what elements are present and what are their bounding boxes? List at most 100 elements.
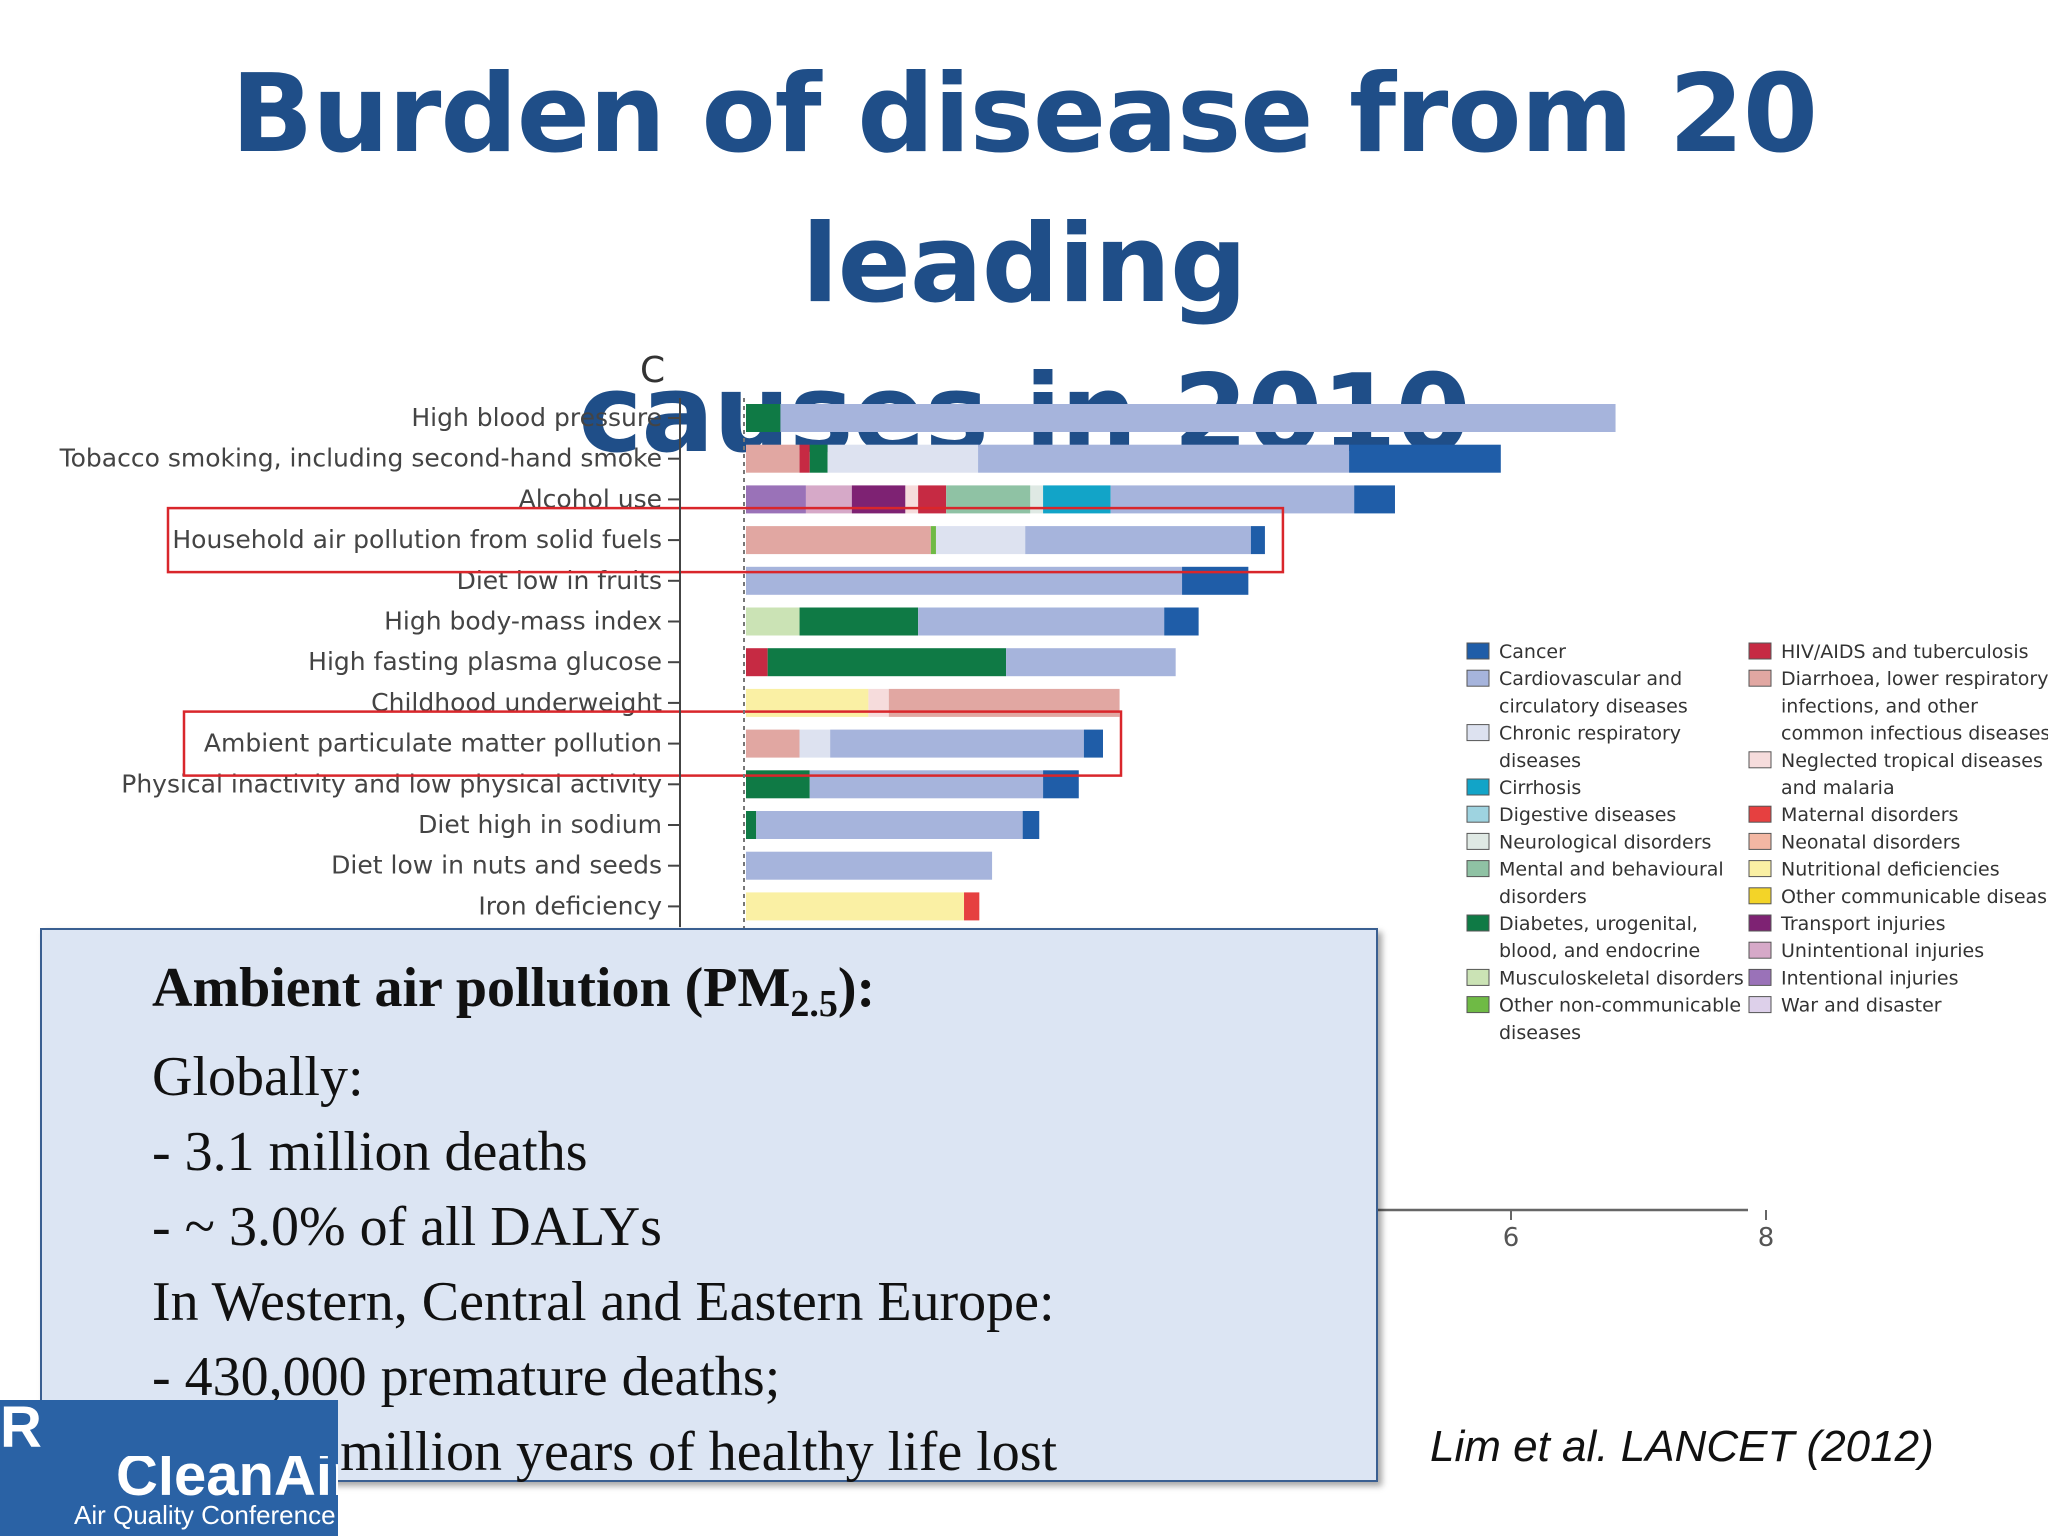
legend-label: Cirrhosis (1499, 777, 1581, 799)
category-label: Household air pollution from solid fuels (172, 525, 662, 554)
slide-title-line-1: Burden of disease from 20 leading (230, 52, 1818, 327)
highlight-box (166, 506, 1285, 574)
category-label: High fasting plasma glucose (308, 647, 662, 676)
logo-subtitle: Air Quality Conference (74, 1500, 336, 1530)
category-label: Diet low in nuts and seeds (331, 851, 662, 880)
legend-swatch (1748, 996, 1772, 1014)
legend-label: Mental and behavioural (1499, 859, 1724, 881)
legend-label: diseases (1499, 1022, 1581, 1044)
legend-label: Diarrhoea, lower respiratory (1781, 668, 2048, 690)
legend-label: Intentional injuries (1781, 967, 1959, 989)
bar-segment (918, 607, 1165, 636)
legend-swatch (1748, 941, 1772, 959)
x-tick-label: 6 (1503, 1223, 1520, 1253)
legend-label: Digestive diseases (1499, 804, 1676, 826)
legend-label: Other communicable diseases (1781, 886, 2048, 908)
legend-label: Neonatal disorders (1781, 831, 1960, 853)
legend-label: blood, and endocrine (1499, 940, 1700, 962)
legend-label: War and disaster (1781, 995, 1942, 1017)
legend-swatch (1748, 751, 1772, 769)
citation: Lim et al. LANCET (2012) (1430, 1422, 1934, 1471)
info-box: Ambient air pollution (PM2.5): Globally:… (40, 928, 1378, 1483)
bar-segment (746, 444, 800, 473)
legend-label: disorders (1499, 886, 1587, 908)
legend-label: Chronic respiratory (1499, 723, 1681, 745)
info-line: Globally: (152, 1046, 364, 1108)
legend-label: Cancer (1499, 641, 1566, 663)
legend-swatch (1466, 832, 1490, 850)
legend-swatch (1466, 778, 1490, 796)
bar-segment (799, 444, 810, 473)
bar-segment (868, 688, 889, 717)
logo-letter: R (0, 1400, 42, 1460)
bar-segment (756, 811, 1023, 839)
legend-swatch (1748, 642, 1772, 660)
conference-logo: R CleanAir Air Quality Conference (0, 1400, 338, 1536)
bar-segment (978, 444, 1350, 473)
legend-label: HIV/AIDS and tuberculosis (1781, 641, 2029, 663)
legend-label: common infectious diseases (1781, 723, 2048, 745)
legend-label: Transport injuries (1780, 913, 1946, 935)
bar-segment (1030, 485, 1044, 514)
category-label: Iron deficiency (478, 891, 662, 920)
legend-swatch (1748, 860, 1772, 878)
legend-label: Cardiovascular and (1499, 668, 1682, 690)
logo-wordmark: CleanAir (116, 1456, 338, 1496)
x-tick-label: 8 (1758, 1223, 1775, 1253)
bar-segment (746, 729, 800, 758)
legend-label: diseases (1499, 750, 1581, 772)
legend-swatch (1466, 914, 1490, 932)
info-line: In Western, Central and Eastern Europe: (152, 1271, 1055, 1333)
legend-swatch (1748, 887, 1772, 905)
legend-swatch (1466, 724, 1490, 742)
legend-label: Nutritional deficiencies (1781, 859, 2000, 881)
info-heading-end: ): (837, 957, 876, 1019)
bar-segment (746, 648, 768, 677)
info-line: - ~ 3.0% of all DALYs (152, 1196, 662, 1258)
legend-swatch (1748, 805, 1772, 823)
category-label: Diet low in fruits (457, 566, 662, 595)
bar-segment (799, 607, 919, 636)
bar-segment (1354, 485, 1395, 514)
legend-label: Musculoskeletal disorders (1499, 967, 1744, 989)
bar-segment (1006, 648, 1176, 677)
bar-segment (1022, 811, 1040, 839)
legend-swatch (1466, 968, 1490, 986)
panel-label: C (640, 350, 665, 391)
stacked-bar-chart: C High blood pressure Tobacco smoking, in… (59, 350, 2048, 1253)
legend-label: Maternal disorders (1781, 804, 1958, 826)
bar-segment (1164, 607, 1199, 636)
info-line: - 3.1 million deaths (152, 1121, 588, 1183)
bar-segment (1250, 526, 1265, 555)
info-line: - 430,000 premature deaths; (152, 1346, 781, 1408)
info-heading-subscript: 2.5 (790, 983, 838, 1025)
bar-segment (830, 729, 1084, 758)
legend-label: Unintentional injuries (1781, 940, 1984, 962)
legend-swatch (1466, 642, 1490, 660)
legend-swatch (1466, 860, 1490, 878)
bar-segment (746, 811, 757, 839)
category-label: High body-mass index (384, 607, 662, 636)
category-label: Ambient particulate matter pollution (204, 729, 662, 758)
legend-swatch (1748, 669, 1772, 687)
category-label: Physical inactivity and low physical act… (121, 769, 662, 798)
legend-label: Neglected tropical diseases (1781, 750, 2043, 772)
legend-swatch (1466, 669, 1490, 687)
bar-segment (746, 404, 781, 432)
bar-segment (1349, 444, 1501, 473)
bar-segment (767, 648, 1007, 677)
bar-segment (1083, 729, 1103, 758)
info-heading: Ambient air pollution (PM2.5): (152, 952, 1376, 1040)
bar-segment (746, 526, 931, 555)
legend-swatch (1466, 996, 1490, 1014)
bar-segment (905, 485, 919, 514)
bar-segment (935, 526, 1026, 555)
category-label: Tobacco smoking, including second-hand s… (59, 444, 662, 473)
legend-label: Diabetes, urogenital, (1499, 913, 1698, 935)
legend-label: circulatory diseases (1499, 695, 1688, 717)
category-label: Diet high in sodium (418, 810, 662, 839)
bar-segment (746, 607, 800, 636)
bar-segment (930, 526, 936, 555)
legend-swatch (1748, 968, 1772, 986)
bar-segment (746, 892, 965, 921)
